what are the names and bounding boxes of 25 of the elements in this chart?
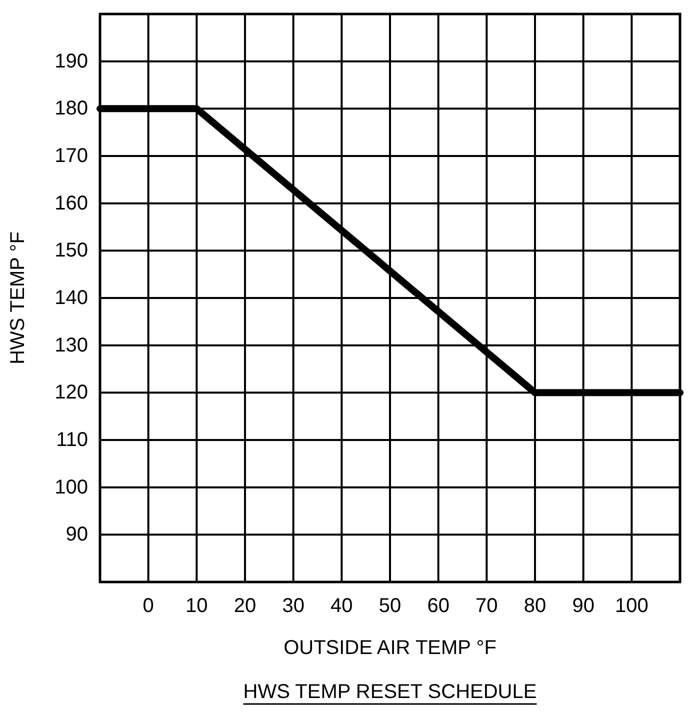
x-tick-label: 20 [234,595,256,617]
y-tick-label: 170 [54,145,88,167]
x-tick-label: 70 [476,595,498,617]
y-tick-label: 90 [66,524,88,546]
x-tick-label: 60 [427,595,450,617]
y-tick-label: 110 [56,429,88,451]
y-tick-label: 160 [54,192,88,214]
x-tick-label: 100 [614,595,648,617]
y-tick-label: 180 [54,98,88,120]
y-tick-label: 150 [54,240,88,262]
x-tick-label: 10 [186,595,208,617]
y-tick-label: 100 [54,476,88,498]
y-tick-label: 130 [54,334,88,356]
x-tick-label: 50 [378,595,402,617]
y-tick-label: 120 [54,382,88,404]
x-tick-label: 80 [524,595,546,617]
x-tick-label: 30 [282,595,304,617]
x-axis-title: OUTSIDE AIR TEMP °F [284,637,496,659]
y-axis-title: HWS TEMP °F [7,232,29,364]
y-tick-label: 190 [54,50,88,72]
y-tick-label: 140 [54,287,88,309]
x-tick-label: 40 [330,595,353,617]
x-tick-label: 90 [572,595,594,617]
text: HWS TEMP RESET SCHEDULE [243,681,537,703]
x-tick-label: 0 [142,595,154,617]
